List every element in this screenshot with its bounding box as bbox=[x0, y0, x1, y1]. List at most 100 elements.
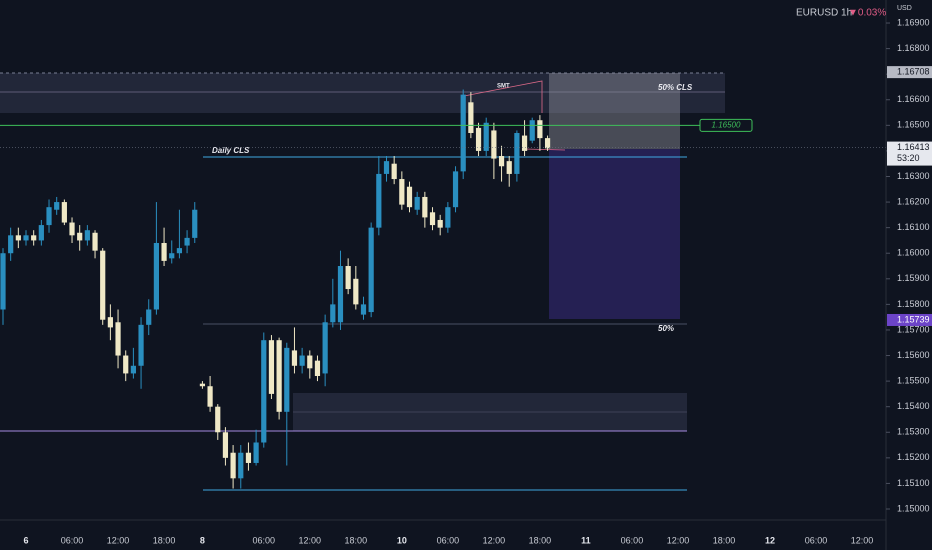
candle-body bbox=[345, 266, 351, 290]
y-tick-label: 1.16500 bbox=[897, 120, 930, 130]
candle-body bbox=[468, 102, 474, 134]
candle-body bbox=[192, 209, 198, 238]
y-tick-label: 1.15800 bbox=[897, 299, 930, 309]
currency: USD bbox=[897, 5, 912, 12]
x-tick-label: 10 bbox=[397, 535, 407, 545]
candle-body bbox=[537, 120, 543, 139]
candle-body bbox=[146, 309, 152, 325]
candle-body bbox=[429, 212, 436, 226]
x-tick-label: 12:00 bbox=[851, 535, 874, 545]
candle-body bbox=[475, 127, 482, 151]
y-tick-label: 1.16000 bbox=[897, 248, 930, 258]
candle-body bbox=[291, 350, 298, 366]
candle-body bbox=[521, 135, 528, 151]
y-tick-label: 1.16300 bbox=[897, 171, 930, 181]
candle-body bbox=[399, 179, 405, 205]
candle-body bbox=[161, 242, 167, 261]
candle-body bbox=[130, 365, 136, 374]
candle-body bbox=[268, 340, 275, 394]
level-label: 1.16500 bbox=[712, 120, 741, 129]
candle-body bbox=[391, 163, 397, 180]
candle-body bbox=[514, 133, 520, 174]
candle-body bbox=[176, 248, 183, 254]
y-tick-label: 1.15000 bbox=[897, 503, 930, 513]
candle-body bbox=[222, 432, 229, 458]
axis-layer: 1.169001.168001.167001.166001.165001.164… bbox=[24, 17, 932, 545]
candle-body bbox=[238, 452, 244, 479]
y-tick-label: 1.16200 bbox=[897, 196, 930, 206]
candle-body bbox=[491, 130, 497, 159]
price-label: 1.15739 bbox=[897, 314, 930, 324]
candle-body bbox=[115, 322, 121, 356]
last-price-box bbox=[887, 141, 932, 166]
candle-body bbox=[284, 347, 290, 412]
x-tick-label: 18:00 bbox=[345, 535, 368, 545]
candle-body bbox=[445, 207, 451, 228]
candle-body bbox=[38, 225, 44, 241]
candle-body bbox=[406, 186, 413, 208]
candle-body bbox=[460, 94, 466, 172]
candle-body bbox=[230, 452, 236, 479]
position-target bbox=[549, 149, 680, 319]
x-tick-label: 11 bbox=[581, 535, 591, 545]
change: ▼0.03% bbox=[848, 8, 886, 19]
candle-body bbox=[322, 322, 328, 374]
x-tick-label: 06:00 bbox=[61, 535, 84, 545]
y-tick-label: 1.16100 bbox=[897, 222, 930, 232]
price-label-box bbox=[887, 313, 932, 326]
x-tick-label: 06:00 bbox=[253, 535, 276, 545]
candle-body bbox=[337, 266, 344, 323]
candle-body bbox=[100, 250, 106, 320]
candle-body bbox=[184, 237, 190, 246]
candle-body bbox=[153, 242, 159, 310]
candle-body bbox=[31, 235, 37, 241]
candle-body bbox=[376, 173, 382, 228]
candle-body bbox=[253, 442, 259, 463]
y-tick-label: 1.15200 bbox=[897, 452, 930, 462]
candle-body bbox=[199, 383, 206, 387]
price-axis bbox=[886, 0, 932, 550]
candle-body bbox=[23, 235, 29, 241]
price-label: 1.16708 bbox=[897, 67, 930, 77]
x-tick-label: 06:00 bbox=[621, 535, 644, 545]
annotation: 50% CLS bbox=[658, 83, 693, 92]
x-tick-label: 12 bbox=[765, 535, 775, 545]
candle-body bbox=[92, 232, 98, 251]
y-tick-label: 1.15300 bbox=[897, 427, 930, 437]
position-stop bbox=[549, 73, 680, 149]
x-tick-label: 12:00 bbox=[299, 535, 322, 545]
price-label-box bbox=[887, 66, 932, 79]
candle-body bbox=[61, 202, 67, 223]
candle-body bbox=[299, 355, 305, 366]
y-tick-label: 1.16900 bbox=[897, 17, 930, 27]
candle-body bbox=[414, 196, 420, 210]
y-tick-label: 1.15900 bbox=[897, 273, 930, 283]
x-tick-label: 12:00 bbox=[667, 535, 690, 545]
y-tick-label: 1.15700 bbox=[897, 324, 930, 334]
y-tick-label: 1.15500 bbox=[897, 375, 930, 385]
candle-body bbox=[138, 324, 144, 366]
annotation: 50% bbox=[658, 324, 674, 333]
candle-body bbox=[84, 230, 90, 241]
candle-body bbox=[422, 196, 428, 218]
candle-body bbox=[0, 253, 6, 310]
smt-low-line bbox=[524, 148, 566, 151]
candle-body bbox=[498, 156, 505, 167]
candle-body bbox=[107, 317, 113, 328]
candle-body bbox=[46, 207, 52, 226]
candle-body bbox=[276, 340, 282, 412]
candle-body bbox=[437, 219, 443, 228]
candle-body bbox=[506, 161, 512, 174]
countdown: 53:20 bbox=[897, 153, 920, 163]
candle-body bbox=[215, 406, 221, 433]
candle-body bbox=[368, 227, 374, 313]
y-tick-label: 1.16800 bbox=[897, 43, 930, 53]
candle-body bbox=[54, 202, 60, 210]
annotation: SMT bbox=[497, 84, 510, 90]
x-tick-label: 06:00 bbox=[805, 535, 828, 545]
y-tick-label: 1.15100 bbox=[897, 478, 930, 488]
smt-line bbox=[463, 80, 543, 113]
candle-body bbox=[544, 138, 551, 149]
x-tick-label: 06:00 bbox=[437, 535, 460, 545]
